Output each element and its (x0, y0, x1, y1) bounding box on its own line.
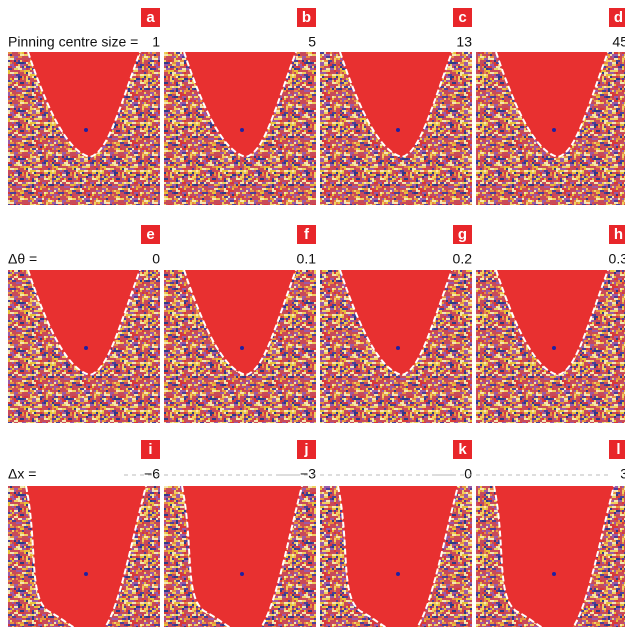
pin (552, 572, 556, 576)
simulation-image (476, 270, 625, 423)
simulation-image (164, 52, 316, 205)
pin (84, 128, 88, 132)
panel-letter: c (458, 9, 466, 26)
panel-value: 0.3 (609, 251, 625, 267)
panel-letter: j (303, 441, 308, 458)
row-label: Δθ = (8, 251, 37, 267)
simulation-image (8, 486, 160, 627)
panel-value: 0 (152, 251, 160, 267)
panel: c 13 (320, 8, 472, 205)
pin (240, 572, 244, 576)
panel-value: 0.2 (453, 251, 473, 267)
panel-letter: b (302, 9, 311, 26)
row-label: Pinning centre size = (8, 34, 138, 50)
panel-letter: e (146, 226, 154, 243)
panel-value: −3 (300, 466, 316, 482)
pin (396, 128, 400, 132)
panel-letter: d (614, 9, 623, 26)
panel-value: 3 (620, 466, 625, 482)
pin (552, 128, 556, 132)
panel-value: 1 (152, 34, 160, 50)
panel-value: 0 (464, 466, 472, 482)
simulation-image (476, 486, 625, 627)
simulation-image (164, 486, 316, 627)
simulation-image (476, 52, 625, 205)
row-label: Δx = (8, 466, 36, 482)
pin (552, 346, 556, 350)
simulation-image (320, 52, 472, 205)
panel-value: 13 (456, 34, 472, 50)
figure: Pinning centre size =a1b5c13d45Δθ =e0f0.… (0, 0, 625, 627)
pin (240, 346, 244, 350)
panel: g 0.2 (320, 225, 472, 423)
panel: b5 (164, 8, 316, 205)
panel-letter: a (146, 9, 155, 26)
panel-letter: i (148, 441, 152, 458)
panel-letter: l (616, 441, 620, 458)
panel-letter: g (458, 226, 467, 243)
simulation-image (320, 486, 472, 627)
simulation-image (164, 270, 316, 423)
pin (396, 572, 400, 576)
pin (240, 128, 244, 132)
simulation-image (8, 270, 160, 423)
pin (396, 346, 400, 350)
simulation-image (8, 52, 160, 205)
panel: h 0.3 (476, 225, 625, 423)
pin (84, 346, 88, 350)
panel-value: 45 (612, 34, 625, 50)
pin (84, 572, 88, 576)
panel-value: 5 (308, 34, 316, 50)
simulation-image (320, 270, 472, 423)
panel-value: −6 (144, 466, 160, 482)
panel-letter: h (614, 226, 623, 243)
panel: f0.1 (164, 225, 316, 423)
panel: d 45 (476, 8, 625, 205)
panel-letter: k (458, 441, 467, 458)
panel-value: 0.1 (297, 251, 317, 267)
